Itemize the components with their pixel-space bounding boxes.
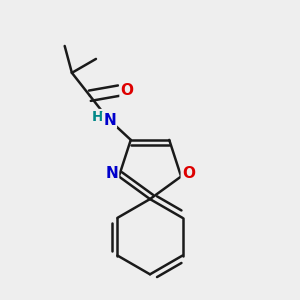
Text: H: H [92, 110, 104, 124]
Text: O: O [121, 83, 134, 98]
Text: O: O [182, 167, 195, 182]
Text: N: N [105, 167, 118, 182]
Text: N: N [103, 113, 116, 128]
